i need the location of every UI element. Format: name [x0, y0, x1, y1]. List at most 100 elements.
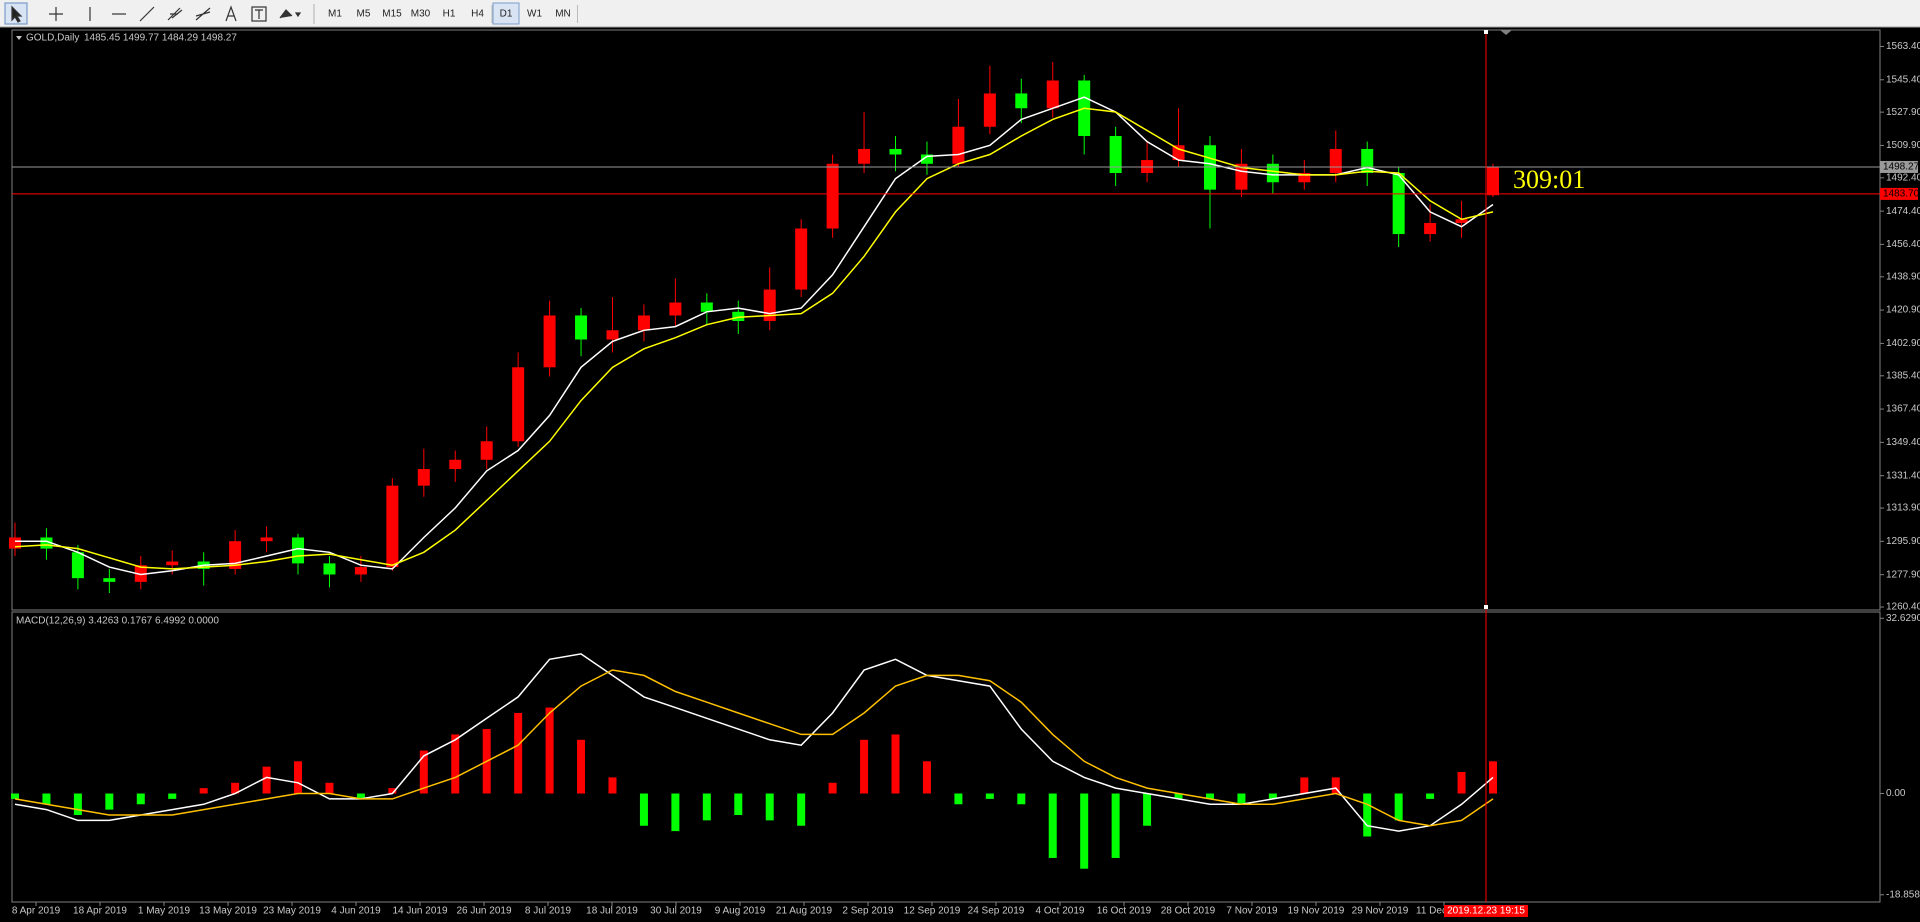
x-tick-label: 4 Jun 2019: [331, 906, 381, 917]
price-tag-label: 1483.70: [1883, 189, 1920, 200]
y-tick-label: 1367.40: [1886, 404, 1920, 415]
macd-bar: [356, 793, 365, 799]
candle-body: [1487, 167, 1499, 196]
y-tick-label: 0.00: [1886, 788, 1906, 799]
toolbar: [0, 0, 1920, 27]
y-tick-label: 1313.90: [1886, 503, 1920, 514]
candle-body: [386, 485, 399, 568]
macd-bar: [1394, 793, 1403, 821]
x-tick-label: 13 May 2019: [199, 906, 257, 917]
y-tick-label: 32.6290: [1886, 613, 1920, 624]
drawing-tools[interactable]: [4, 2, 315, 25]
cursor-date-box: [1444, 905, 1528, 917]
macd-bar: [1205, 793, 1214, 799]
x-tick-label: 12 Sep 2019: [904, 906, 961, 917]
macd-bar: [1017, 793, 1026, 805]
macd-panel-frame: [11, 611, 1881, 903]
macd-bar: [168, 793, 177, 799]
x-tick-label: 8 Apr 2019: [12, 906, 61, 917]
timeframe-button[interactable]: H1: [443, 9, 456, 20]
x-tick-label: 26 Jun 2019: [456, 906, 511, 917]
y-tick-label: 1349.40: [1886, 437, 1920, 448]
candle-body: [354, 567, 367, 575]
y-tick-label: 1438.90: [1886, 271, 1920, 282]
macd-bar: [577, 739, 586, 794]
y-tick-label: 1385.40: [1886, 370, 1920, 381]
x-tick-label: 16 Oct 2019: [1097, 906, 1152, 917]
x-tick-label: 21 Aug 2019: [776, 906, 833, 917]
price-tag: [1880, 187, 1918, 200]
macd-bar: [702, 793, 711, 821]
x-tick-label: 4 Oct 2019: [1036, 906, 1085, 917]
x-tick-label: 28 Oct 2019: [1161, 906, 1216, 917]
macd-bar: [828, 782, 837, 794]
candle-body: [1109, 136, 1122, 174]
candle-body: [669, 302, 682, 316]
macd-bar: [545, 707, 554, 794]
timeframe-button[interactable]: M30: [411, 9, 431, 20]
macd-bar: [1268, 793, 1277, 799]
macd-bar: [1237, 793, 1246, 805]
macd-bar: [1143, 793, 1152, 826]
timeframe-button[interactable]: H4: [471, 9, 484, 20]
macd-bar: [73, 793, 82, 815]
macd-bar: [294, 761, 303, 794]
price-tag: [1880, 160, 1918, 173]
x-tick-label: 24 Sep 2019: [968, 906, 1025, 917]
candle-body: [983, 93, 996, 127]
panel-collapse[interactable]: [16, 36, 22, 40]
candle-body: [323, 563, 336, 575]
macd-bar: [514, 712, 523, 794]
timeframe-button[interactable]: M5: [357, 9, 371, 20]
macd-bar: [985, 793, 994, 799]
macd-bar: [136, 793, 145, 805]
candle-body: [1424, 222, 1437, 235]
symbol-label: GOLD,Daily: [26, 33, 79, 44]
timeframe-button[interactable]: D1: [500, 9, 513, 20]
candle-body: [1015, 93, 1028, 109]
macd-bar: [42, 793, 51, 805]
y-tick-label: 1545.40: [1886, 74, 1920, 85]
candle-body: [71, 552, 84, 579]
y-tick-label: 1402.90: [1886, 338, 1920, 349]
candle-body: [575, 315, 588, 340]
candle-body: [1392, 173, 1405, 235]
macd-bar: [608, 777, 617, 794]
macd-bar: [1111, 793, 1120, 858]
candle-body: [700, 302, 713, 312]
timeframe-button[interactable]: M1: [328, 9, 342, 20]
moving-average: [15, 96, 1494, 576]
candle-body: [1455, 219, 1468, 223]
candle-body: [858, 148, 871, 164]
y-tick-label: 1456.40: [1886, 239, 1920, 250]
candle-body: [952, 126, 965, 164]
macd-bar: [1080, 793, 1089, 869]
candle-body: [795, 228, 808, 290]
macd-bar: [1426, 793, 1435, 799]
candle-body: [417, 469, 430, 486]
y-tick-label: 1492.40: [1886, 172, 1920, 183]
x-tick-label: 18 Jul 2019: [586, 906, 638, 917]
macd-bar: [105, 793, 114, 810]
timeframe-button[interactable]: MN: [555, 9, 571, 20]
ohlc-readout: 1485.45 1499.77 1484.29 1498.27: [84, 33, 237, 44]
y-tick-label: 1420.90: [1886, 305, 1920, 316]
y-tick-label: 1295.90: [1886, 536, 1920, 547]
timeframe-button[interactable]: M15: [382, 9, 402, 20]
candle-body: [40, 537, 53, 549]
countdown-timer: 309:01: [1513, 165, 1585, 194]
y-tick-label: 1277.90: [1886, 569, 1920, 580]
macd-bar: [1363, 793, 1372, 837]
macd-bar: [734, 793, 743, 815]
macd-bar: [1300, 777, 1309, 794]
y-tick-label: 1260.40: [1886, 602, 1920, 613]
timeframe-button[interactable]: W1: [527, 9, 542, 20]
x-tick-label: 8 Jul 2019: [525, 906, 572, 917]
candle-body: [637, 315, 650, 331]
candle-body: [449, 459, 462, 470]
candle-body: [134, 565, 147, 582]
shift-marker: [1500, 30, 1512, 35]
